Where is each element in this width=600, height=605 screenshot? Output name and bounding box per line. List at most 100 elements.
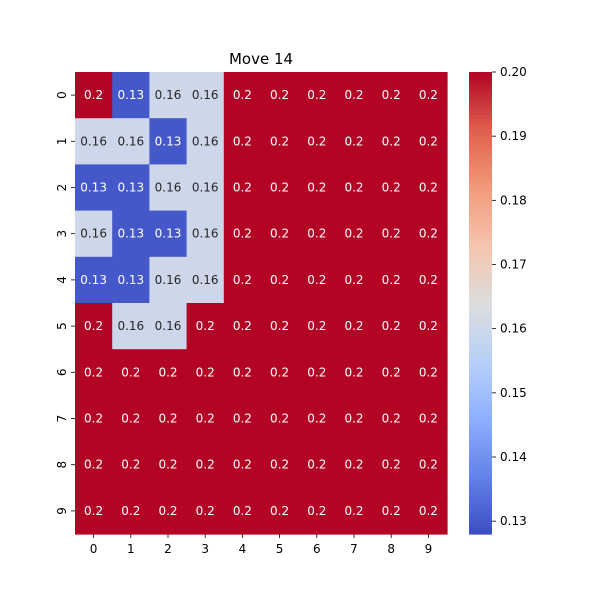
cell-value-label: 0.2 [270,319,289,333]
heatmap-cell [298,487,336,535]
heatmap-cell [409,256,448,304]
cell-value-label: 0.16 [192,88,219,102]
colorbar-segment [469,418,492,423]
heatmap-cell [298,164,336,212]
colorbar-segment [469,491,492,497]
cell-value-label: 0.2 [270,88,289,102]
heatmap-cell [186,349,225,396]
cell-value-label: 0.2 [382,365,401,379]
colorbar-segment [469,183,492,189]
cell-value-label: 0.2 [307,181,326,195]
colorbar-segment [469,83,492,88]
heatmap-cell [75,441,113,489]
colorbar-segment [469,391,492,396]
heatmap-cell [75,118,113,165]
x-tick-label: 0 [90,542,98,556]
heatmap-cell [261,118,299,165]
heatmap-cell [112,349,150,396]
cell-value-label: 0.2 [158,365,177,379]
colorbar-segment [469,152,492,158]
cell-value-label: 0.13 [117,181,144,195]
colorbar-segment [469,256,492,262]
cell-value-label: 0.2 [196,319,215,333]
colorbar-segment [469,122,492,127]
heatmap-cell [223,441,262,489]
x-tick-label: 2 [164,542,172,556]
heatmap-cell [335,303,374,350]
cell-value-label: 0.2 [344,88,363,102]
colorbar-segment [469,210,492,216]
cell-value-label: 0.2 [382,181,401,195]
colorbar-segment [469,372,492,377]
colorbar-segment [469,376,492,381]
heatmap-cell [75,256,113,304]
cell-value-label: 0.2 [382,88,401,102]
heatmap-cell [186,395,225,443]
x-tick-label: 1 [127,542,135,556]
colorbar-segment [469,433,492,439]
colorbar-segment [469,291,492,296]
colorbar-segment [469,179,492,185]
colorbar-tick-label: 0.17 [500,258,527,272]
heatmap-cell [186,210,225,258]
colorbar-segment [469,460,492,466]
colorbar-segment [469,314,492,319]
colorbar-segment [469,245,492,250]
cell-value-label: 0.16 [155,181,182,195]
y-tick-label: 7 [55,415,69,423]
heatmap-cell [75,395,113,443]
cell-value-label: 0.2 [307,412,326,426]
colorbar-tick-label: 0.19 [500,129,527,143]
cell-value-label: 0.16 [192,134,219,148]
heatmap-cell [298,303,336,350]
x-tick-label: 6 [313,542,321,556]
heatmap-cell [409,395,448,443]
colorbar-segment [469,276,492,281]
colorbar-segment [469,202,492,208]
heatmap-cell [112,256,150,304]
heatmap-cell [372,441,411,489]
cell-value-label: 0.2 [233,227,252,241]
heatmap-cell [149,256,188,304]
cell-value-label: 0.2 [233,181,252,195]
heatmap-cell [409,118,448,165]
x-tick-label: 5 [276,542,284,556]
heatmap-cell [335,395,374,443]
heatmap-cell [409,303,448,350]
heatmap-cell [112,72,150,119]
cell-value-label: 0.16 [117,319,144,333]
colorbar-segment [469,79,492,85]
cell-value-label: 0.2 [233,134,252,148]
colorbar-segment [469,187,492,192]
colorbar-segment [469,403,492,408]
colorbar-segment [469,480,492,485]
colorbar-segment [469,518,492,524]
colorbar-segment [469,472,492,477]
cell-value-label: 0.2 [382,319,401,333]
cell-value-label: 0.2 [419,319,438,333]
heatmap-cell [261,72,299,119]
heatmap-cell [261,487,299,535]
cell-value-label: 0.2 [344,412,363,426]
cell-value-label: 0.2 [344,504,363,518]
x-axis: 0 1 2 3 4 5 6 7 8 9 [90,534,432,556]
colorbar-segment [469,172,492,177]
colorbar-segment [469,345,492,350]
colorbar-segment [469,260,492,266]
colorbar-segment [469,318,492,323]
colorbar-segment [469,199,492,204]
colorbar-segment [469,129,492,135]
colorbar-segment [469,303,492,308]
cell-value-label: 0.13 [80,273,107,287]
colorbar-segment [469,422,492,427]
heatmap-cell [298,395,336,443]
cell-value-label: 0.2 [270,365,289,379]
cell-value-label: 0.2 [344,365,363,379]
colorbar-segment [469,368,492,373]
cell-value-label: 0.2 [158,412,177,426]
heatmap-cell [186,303,225,350]
cell-value-label: 0.16 [192,227,219,241]
y-tick-label: 8 [55,461,69,469]
